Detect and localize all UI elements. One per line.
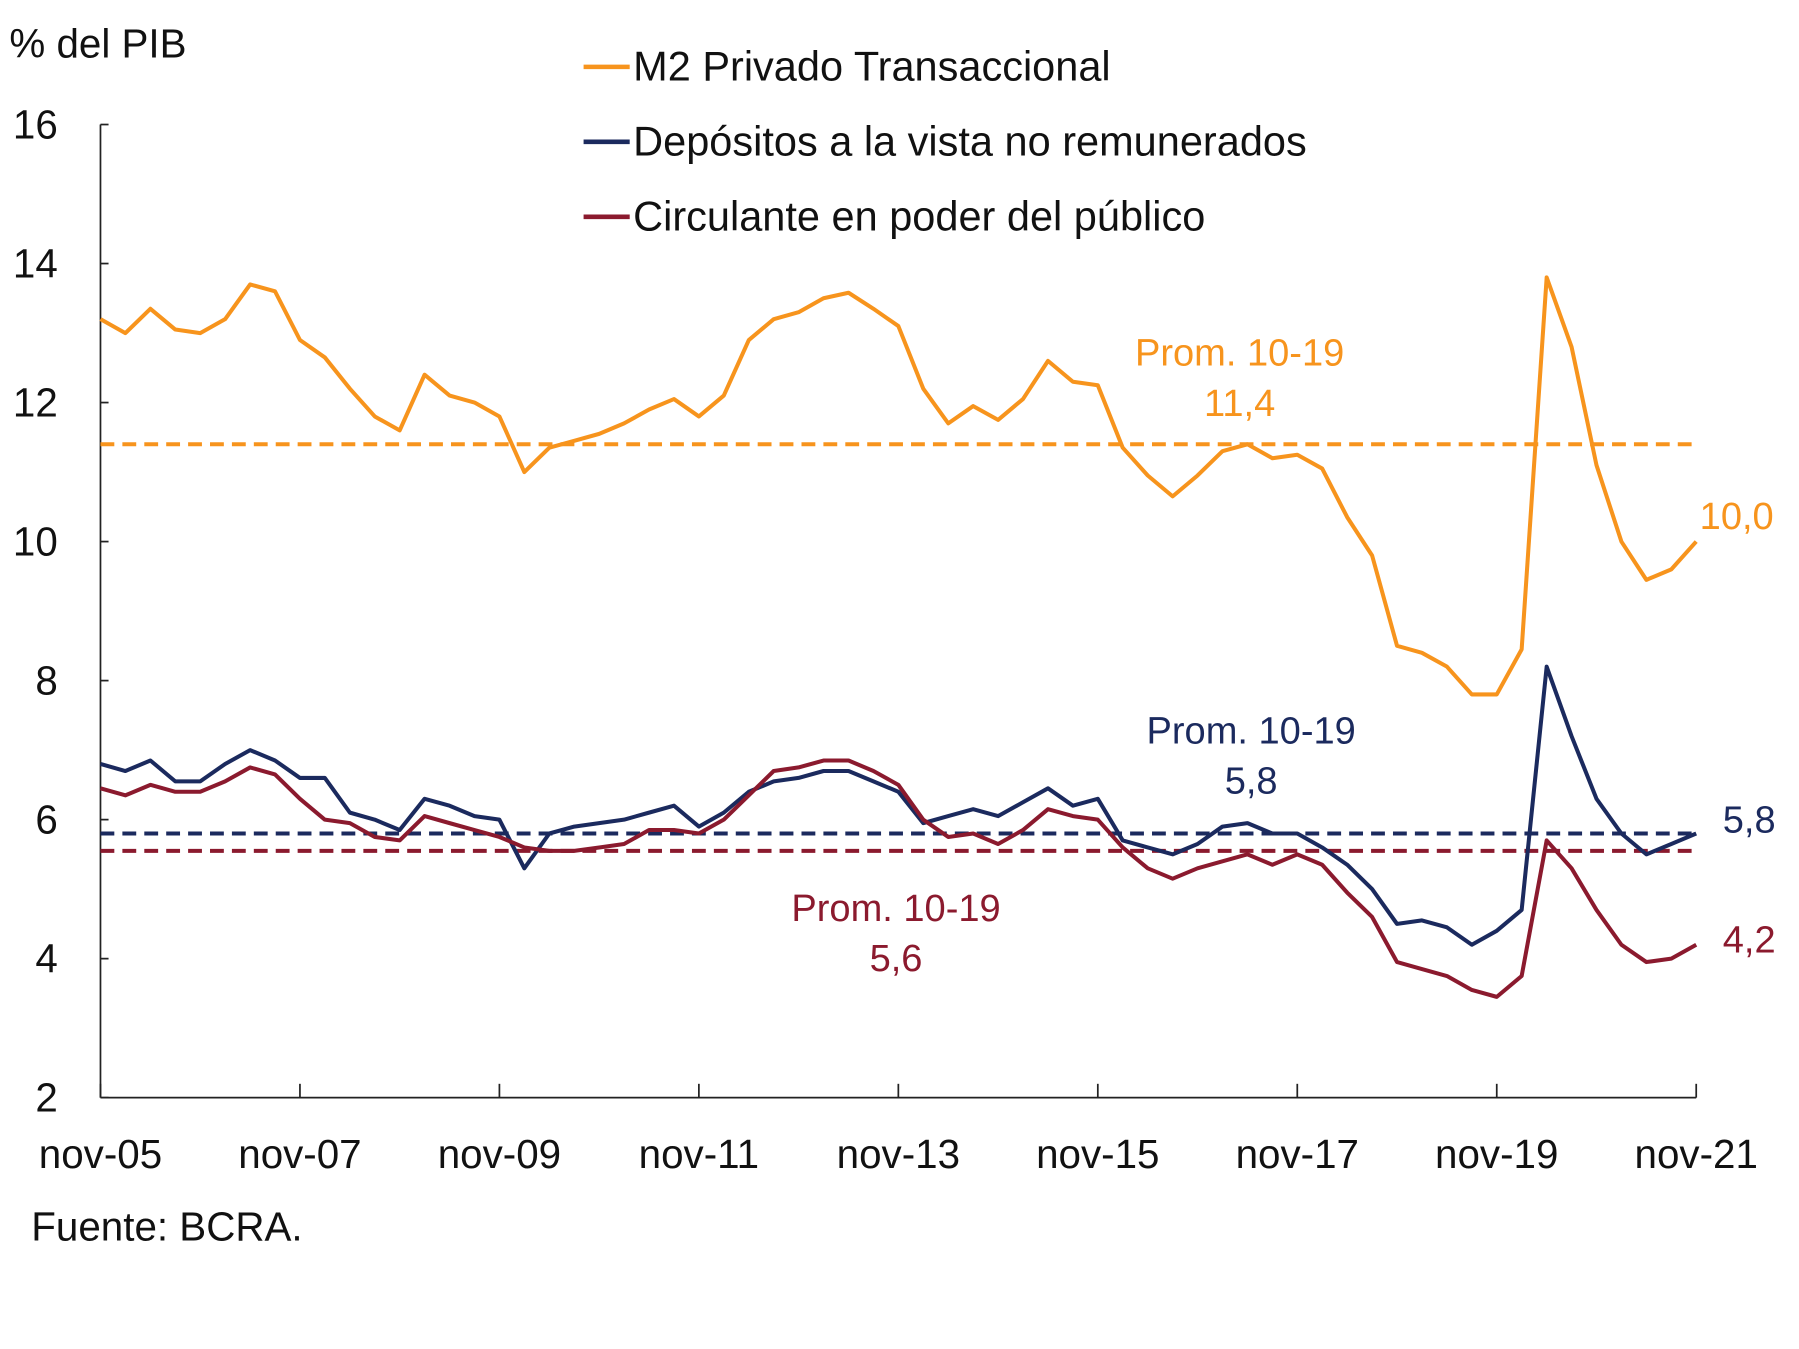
legend-label-circulante: Circulante en poder del público (633, 193, 1205, 240)
avg-label-circulante: Prom. 10-19 (791, 888, 1000, 930)
axes: 2 4 6 8 10 12 14 16 nov-05 nov-07 nov-09 nov-11 nov-… (13, 101, 1758, 1177)
avg-label-depositos: Prom. 10-19 (1147, 711, 1356, 753)
x-tick-label: nov-15 (1036, 1131, 1159, 1177)
y-axis-label: % del PIB (9, 21, 186, 67)
y-tick-label: 6 (35, 796, 57, 842)
x-tick-label: nov-21 (1635, 1131, 1758, 1177)
x-tick-label: nov-13 (837, 1131, 960, 1177)
x-tick-label: nov-07 (238, 1131, 361, 1177)
series-lines (99, 275, 1698, 999)
x-tick-label: nov-09 (438, 1131, 561, 1177)
avg-value-circulante: 5,6 (870, 938, 923, 980)
x-tick-label: nov-11 (639, 1131, 759, 1177)
y-tick-label: 14 (13, 240, 58, 286)
series-line-2 (99, 758, 1698, 999)
y-tick-label: 8 (35, 657, 57, 703)
y-tick-label: 12 (13, 379, 58, 425)
legend-label-m2: M2 Privado Transaccional (633, 43, 1110, 90)
avg-value-depositos: 5,8 (1225, 760, 1278, 802)
annotations: Prom. 10-19 11,4 Prom. 10-19 5,8 Prom. 1… (791, 332, 1775, 979)
legend: M2 Privado Transaccional Depósitos a la … (583, 43, 1307, 240)
series-line-1 (99, 664, 1698, 947)
y-tick-label: 10 (13, 518, 58, 564)
y-tick-label: 2 (35, 1074, 57, 1120)
legend-label-depositos: Depósitos a la vista no remunerados (633, 118, 1307, 165)
y-tick-label: 16 (13, 101, 58, 147)
x-tick-label: nov-05 (39, 1131, 162, 1177)
y-tick-label: 4 (35, 935, 57, 981)
avg-label-m2: Prom. 10-19 (1135, 332, 1344, 374)
series-line-0 (99, 275, 1698, 697)
end-label-depositos: 5,8 (1723, 799, 1776, 841)
source-note: Fuente: BCRA. (31, 1204, 302, 1250)
x-tick-label: nov-17 (1236, 1131, 1359, 1177)
end-label-circulante: 4,2 (1723, 919, 1776, 961)
x-tick-label: nov-19 (1435, 1131, 1558, 1177)
avg-value-m2: 11,4 (1204, 383, 1275, 425)
end-label-m2: 10,0 (1700, 496, 1774, 538)
